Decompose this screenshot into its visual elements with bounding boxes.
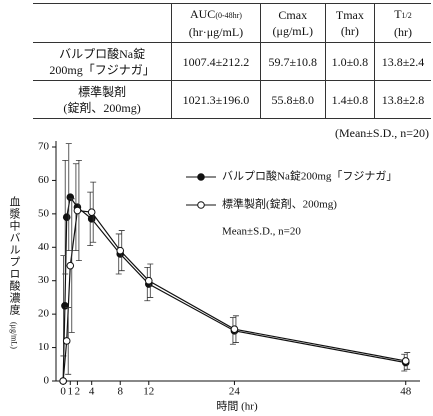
table-cell: 55.8±8.0 — [259, 80, 326, 119]
header-subscript: (0-48hr) — [215, 11, 242, 20]
legend-label: バルプロ酸Na錠200mg「フジナガ」 — [222, 169, 397, 183]
header-main: T1/2 — [375, 6, 431, 24]
y-tick-label: 60 — [38, 174, 50, 186]
table-cell: 1.0±0.8 — [324, 42, 375, 81]
y-axis-label: 血漿中バルプロ酸濃度 — [8, 195, 21, 316]
header-unit: (hr·μg/mL) — [188, 25, 244, 39]
legend-marker — [197, 173, 205, 181]
data-point — [66, 261, 75, 270]
header-text: T — [394, 7, 402, 21]
y-tick-label: 10 — [38, 341, 50, 353]
data-point — [73, 206, 82, 215]
y-tick-label: 70 — [38, 141, 50, 153]
data-point — [66, 193, 75, 201]
x-tick-label: 48 — [400, 386, 412, 398]
table-note: (Mean±S.D., n=20) — [334, 126, 429, 140]
series-line — [62, 195, 406, 382]
header-subscript: 1/2 — [401, 11, 412, 20]
x-axis-label: 時間 (hr) — [216, 400, 258, 413]
y-tick-label: 0 — [44, 375, 50, 387]
row-label: (錠剤、200mg) — [63, 100, 141, 115]
data-point — [62, 337, 71, 345]
data-point — [59, 377, 67, 385]
y-tick-label: 20 — [38, 308, 50, 320]
header-text: AUC — [189, 7, 216, 21]
table-cell: 13.8±2.8 — [373, 80, 431, 119]
header-cell: T1/2 (hr) — [373, 3, 431, 43]
x-tick-label: 1 — [68, 386, 74, 398]
row-label: 200mg「フジナガ」 — [49, 62, 155, 77]
y-tick-label: 40 — [38, 241, 50, 253]
table-cell: 標準製剤 (錠剤、200mg) — [33, 80, 173, 119]
data-point — [116, 246, 125, 255]
legend-label: 標準製剤(錠剤、200mg) — [222, 197, 337, 211]
data-point — [87, 215, 96, 223]
data-point — [62, 213, 71, 221]
y-tick-label: 50 — [38, 207, 50, 219]
header-row: AUC(0-48hr) (hr·μg/mL) Cmax (μg/mL) Tmax (hr)… — [33, 3, 431, 43]
x-tick-label: 12 — [143, 386, 154, 398]
header-cell: AUC(0-48hr) (hr·μg/mL) — [171, 3, 261, 43]
table-cell: バルプロ酸Na錠 200mg「フジナガ」 — [33, 42, 173, 81]
x-tick-label: 24 — [229, 386, 241, 398]
data-row: 標準製剤 (錠剤、200mg) 1021.3±196.0 55.8±8.0 1.4±0.… — [33, 80, 431, 119]
x-tick-label: 0 — [60, 386, 66, 398]
header-main: Tmax — [326, 7, 374, 23]
header-unit: (hr) — [393, 25, 412, 39]
data-point — [61, 301, 69, 310]
y-axis-unit: (μg/mL) — [10, 322, 19, 349]
data-point — [144, 276, 153, 285]
row-label: 標準製剤 — [78, 84, 127, 99]
header-text: Cmax — [278, 8, 308, 22]
data-point — [87, 208, 96, 216]
data-point — [230, 325, 239, 333]
row-label: バルプロ酸Na錠 — [59, 46, 146, 61]
annotation: Mean±S.D., n=20 — [222, 226, 301, 238]
table-cell: 1007.4±212.2 — [171, 42, 261, 81]
data-row: バルプロ酸Na錠 200mg「フジナガ」 1007.4±212.2 59.7±10.8… — [33, 42, 431, 81]
x-tick-label: 2 — [75, 386, 81, 398]
pk-table: AUC(0-48hr) (hr·μg/mL) Cmax (μg/mL) Tmax (hr)… — [33, 3, 431, 119]
x-tick-label: 8 — [117, 386, 123, 398]
header-main: AUC(0-48hr) — [172, 6, 260, 24]
header-unit: (μg/mL) — [272, 24, 313, 38]
header-cell: Tmax (hr) — [324, 3, 375, 43]
data-point — [401, 357, 410, 365]
header-main: Cmax — [261, 7, 325, 23]
y-tick-label: 30 — [38, 274, 50, 286]
legend-marker — [197, 201, 205, 209]
table-cell: 1021.3±196.0 — [171, 80, 261, 119]
x-tick-label: 4 — [89, 386, 95, 398]
table-cell: 1.4±0.8 — [324, 80, 375, 119]
header-unit: (hr) — [340, 24, 359, 38]
header-text: Tmax — [335, 8, 364, 22]
